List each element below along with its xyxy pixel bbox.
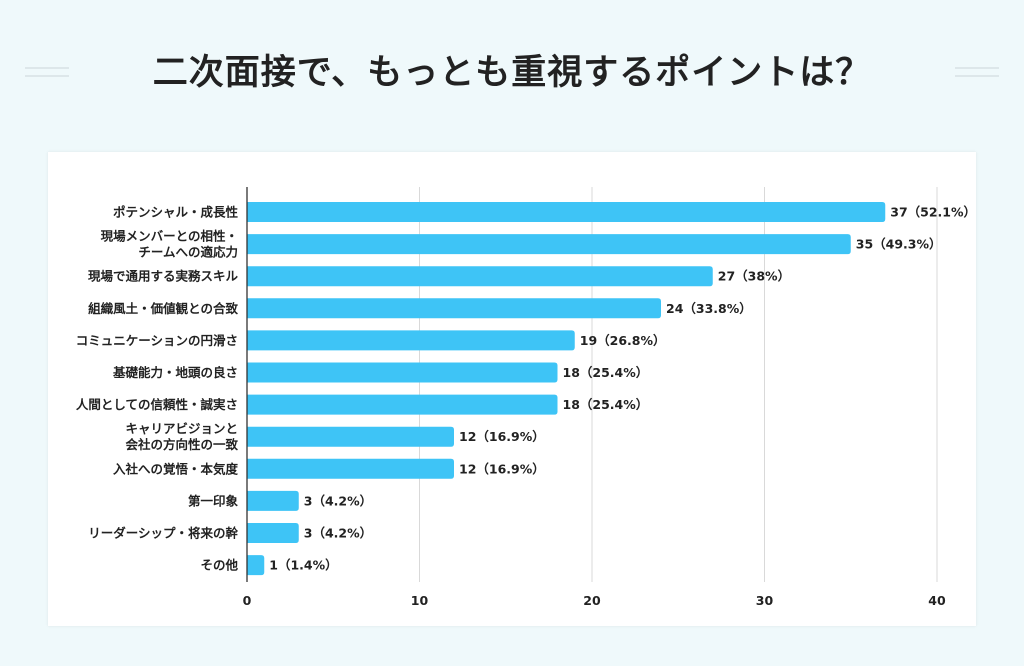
category-label: 第一印象	[188, 493, 239, 508]
x-tick-label: 30	[756, 593, 774, 608]
bar	[247, 490, 299, 511]
bar	[247, 266, 713, 287]
data-label: 19（26.8%）	[580, 333, 666, 348]
category-label: その他	[200, 558, 238, 573]
category-label: チームへの適応力	[138, 245, 238, 260]
category-label: リーダーシップ・将来の幹	[88, 526, 238, 541]
bar	[247, 394, 558, 415]
data-label: 35（49.3%）	[856, 237, 942, 252]
x-tick-label: 20	[583, 593, 601, 608]
data-label: 18（25.4%）	[563, 397, 649, 412]
category-label: コミュニケーションの円滑さ	[76, 333, 238, 348]
bar	[247, 458, 454, 479]
category-label: 基礎能力・地頭の良さ	[112, 365, 238, 380]
x-tick-label: 10	[411, 593, 429, 608]
data-label: 18（25.4%）	[563, 365, 649, 380]
category-label: 会社の方向性の一致	[125, 437, 238, 452]
bar	[247, 362, 558, 383]
bar	[247, 330, 575, 351]
data-label: 1（1.4%）	[269, 558, 337, 573]
data-label: 12（16.9%）	[459, 461, 545, 476]
category-label: 現場で通用する実務スキル	[88, 269, 239, 284]
data-label: 3（4.2%）	[304, 526, 372, 541]
category-label: 組織風土・価値観との合致	[88, 301, 238, 316]
title-decoration-left	[25, 67, 69, 77]
bar	[247, 523, 299, 543]
data-label: 12（16.9%）	[459, 429, 545, 444]
bar	[247, 298, 661, 319]
category-label: キャリアビジョンと	[125, 421, 238, 436]
category-label: 人間としての信頼性・誠実さ	[76, 397, 238, 412]
bar	[247, 234, 851, 255]
data-label: 37（52.1%）	[890, 205, 976, 220]
chart-card	[48, 152, 976, 626]
category-label: 現場メンバーとの相性・	[101, 229, 238, 244]
title-decoration-right	[955, 67, 999, 77]
category-label: 入社への覚悟・本気度	[113, 461, 239, 476]
bar	[247, 426, 454, 447]
data-label: 24（33.8%）	[666, 301, 752, 316]
bar	[247, 202, 886, 222]
x-tick-label: 0	[243, 593, 252, 608]
data-label: 27（38%）	[718, 269, 790, 284]
category-label: ポテンシャル・成長性	[113, 205, 239, 220]
bar	[247, 555, 265, 576]
chart-title: 二次面接で、もっとも重視するポイントは？	[152, 53, 872, 93]
x-tick-label: 40	[928, 593, 946, 608]
data-label: 3（4.2%）	[304, 493, 372, 508]
